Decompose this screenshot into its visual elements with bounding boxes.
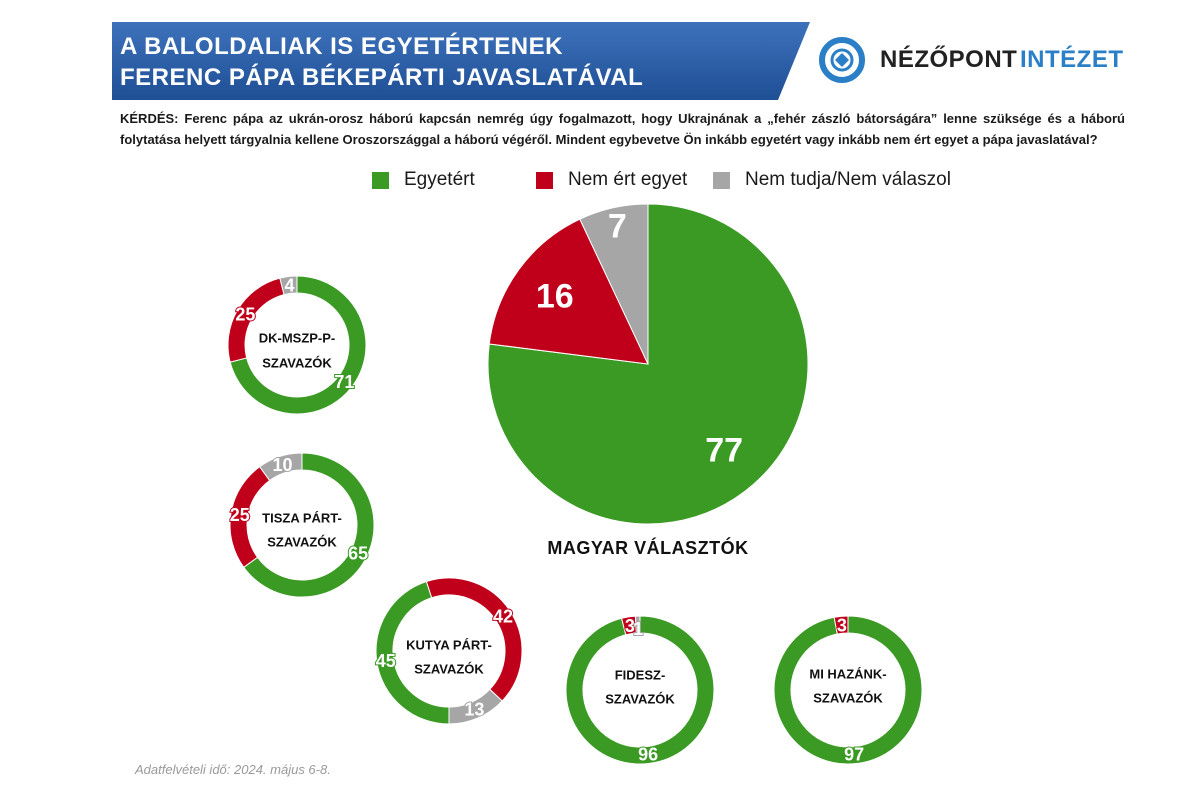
chart5-value-label-agree: 97 xyxy=(844,745,864,765)
chart0-slice-disagree xyxy=(488,218,649,365)
chart0-title: MAGYAR VÁLASZTÓK xyxy=(547,537,748,558)
chart5-title-line1: MI HAZÁNK- xyxy=(809,667,886,682)
chart1-title-line2: SZAVAZÓK xyxy=(262,356,332,371)
chart4-value-label-agree: 96 xyxy=(638,744,658,764)
chart4-title-line1: FIDESZ- xyxy=(615,668,666,683)
chart3-value-label-dont-know: 13 xyxy=(464,700,484,720)
fieldwork-date-note: Adatfelvételi idő: 2024. május 6-8. xyxy=(135,762,331,777)
legend-label-agree: Egyetért xyxy=(404,169,475,190)
chart1-value-label-agree: 71 xyxy=(334,372,354,392)
chart0-value-label-disagree: 16 xyxy=(536,277,574,315)
chart3-slice-dont-know xyxy=(448,688,503,725)
chart3-title-line1: KUTYA PÁRT- xyxy=(406,638,492,653)
chart0-value-label-agree: 77 xyxy=(705,431,743,469)
chart4-value-label-dont-know: 1 xyxy=(633,619,643,639)
legend-swatch-dont-know xyxy=(713,172,730,189)
chart2-value-label-disagree: 25 xyxy=(230,505,250,525)
legend-label-disagree: Nem ért egyet xyxy=(568,169,688,190)
chart4-slice-agree xyxy=(565,615,715,765)
chart1-title-line1: DK-MSZP-P- xyxy=(259,331,336,346)
chart2-value-label-dont-know: 10 xyxy=(273,455,293,475)
logo-text-nezopont: NÉZŐPONT xyxy=(880,46,1018,73)
chart2-title-line2: SZAVAZÓK xyxy=(267,535,337,550)
chart1-slice-dont-know xyxy=(279,275,298,296)
survey-question: KÉRDÉS: Ferenc pápa az ukrán-orosz hábor… xyxy=(120,111,1125,147)
chart3-value-label-disagree: 42 xyxy=(493,607,513,627)
chart0-value-label-dont-know: 7 xyxy=(608,208,627,246)
chart1-slice-agree xyxy=(229,275,367,415)
chart5-slice-disagree xyxy=(833,615,849,635)
page-title-line2: FERENC PÁPA BÉKEPÁRTI JAVASLATÁVAL xyxy=(120,64,644,91)
page-title-line1: A BALOLDALIAK IS EGYETÉRTENEK xyxy=(120,33,563,60)
chart1-value-label-dont-know: 4 xyxy=(284,275,294,295)
chart3-value-label-agree: 45 xyxy=(376,651,396,671)
legend-swatch-agree xyxy=(372,172,389,189)
chart5-title-line2: SZAVAZÓK xyxy=(813,691,883,706)
chart4-slice-dont-know xyxy=(634,615,641,634)
chart2-value-label-agree: 65 xyxy=(348,544,368,564)
chart1-value-label-disagree: 25 xyxy=(235,304,255,324)
chart2-slice-dont-know xyxy=(258,452,303,482)
chart5-slice-agree xyxy=(773,615,923,765)
logo-text-intezet: INTÉZET xyxy=(1020,46,1124,73)
chart3-title-line2: SZAVAZÓK xyxy=(414,662,484,677)
title-banner xyxy=(112,22,810,100)
legend-label-dont-know: Nem tudja/Nem válaszol xyxy=(745,169,951,190)
chart0-slice-dont-know xyxy=(579,203,649,365)
legend-swatch-disagree xyxy=(536,172,553,189)
nezopont-logo-icon xyxy=(819,37,865,83)
chart2-slice-agree xyxy=(243,452,375,598)
chart2-title-line1: TISZA PÁRT- xyxy=(262,511,342,526)
chart4-value-label-disagree: 3 xyxy=(625,616,635,636)
chart5-value-label-disagree: 3 xyxy=(837,615,847,635)
chart4-title-line2: SZAVAZÓK xyxy=(605,692,675,707)
